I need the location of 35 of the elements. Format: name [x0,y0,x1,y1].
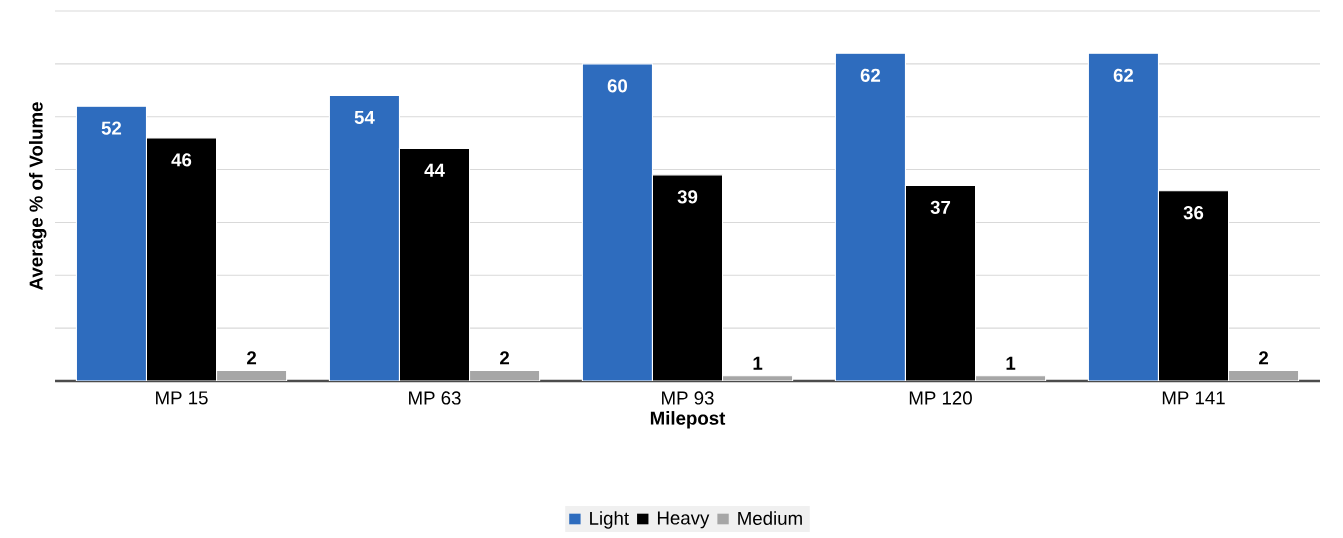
bar [145,137,218,381]
legend-label: Light [590,511,629,529]
bar [904,184,977,381]
data-label: 1 [753,356,763,370]
legend-label: Heavy [657,511,710,529]
data-label: 39 [677,190,698,204]
data-label: 60 [607,79,628,93]
data-label: 2 [500,351,510,365]
x-tick-label: MP 93 [662,391,714,405]
x-tick-label: MP 15 [156,391,208,405]
x-axis-title: Milepost [650,411,726,429]
data-label: 1 [1006,356,1016,370]
bar [75,105,148,381]
data-label: 52 [101,121,122,135]
bar [1157,190,1230,381]
data-label: 2 [247,351,257,365]
legend-label: Medium [738,511,802,525]
bar [1087,52,1159,381]
data-label: 36 [1183,206,1204,220]
x-tick-label: MP 120 [909,391,972,405]
y-axis-title: Average % of Volume [28,102,47,290]
data-label: 44 [424,163,445,177]
data-label: 54 [354,110,375,124]
data-label: 62 [1113,68,1134,82]
bar [581,63,653,381]
bar [651,174,724,381]
data-label: 46 [171,153,192,167]
x-tick-label: MP 141 [1162,391,1225,405]
bar [834,52,906,381]
bar [398,147,471,381]
bar [328,95,401,381]
data-label: 62 [860,68,881,82]
data-label: 2 [1259,351,1269,365]
x-tick-label: MP 63 [409,391,461,405]
data-label: 37 [930,200,951,215]
